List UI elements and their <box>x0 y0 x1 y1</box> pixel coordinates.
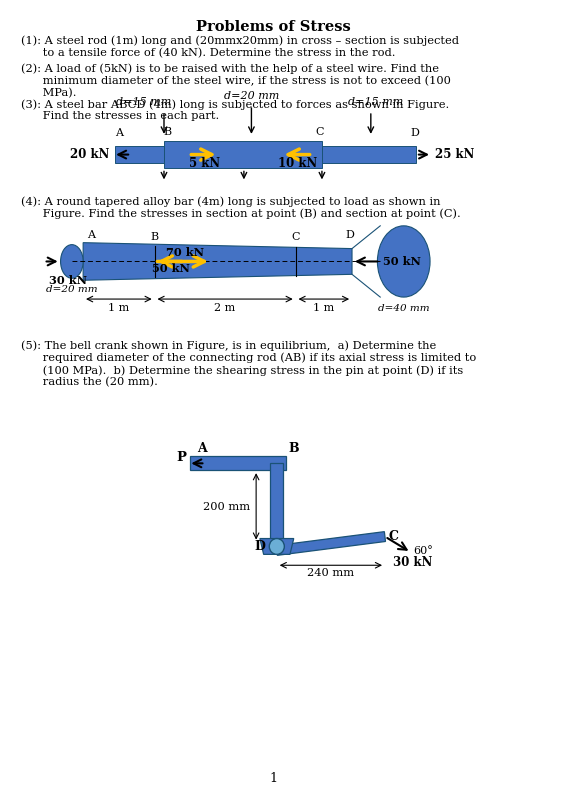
Text: d=20 mm: d=20 mm <box>224 91 279 101</box>
Text: 70 kN: 70 kN <box>166 247 204 258</box>
FancyBboxPatch shape <box>270 463 283 550</box>
Text: (1): A steel rod (1m) long and (20mmx20mm) in cross – section is subjected
     : (1): A steel rod (1m) long and (20mmx20m… <box>21 36 459 58</box>
Text: 1 m: 1 m <box>313 303 335 313</box>
Text: 30 kN: 30 kN <box>393 556 432 570</box>
Text: B: B <box>164 126 172 137</box>
Ellipse shape <box>61 245 83 278</box>
Text: Problems of Stress: Problems of Stress <box>196 20 351 34</box>
Text: 200 mm: 200 mm <box>204 502 251 512</box>
Polygon shape <box>276 532 386 555</box>
Text: 60°: 60° <box>413 546 432 557</box>
Text: d=20 mm: d=20 mm <box>46 286 98 294</box>
Text: d=15 mm: d=15 mm <box>348 97 403 107</box>
FancyBboxPatch shape <box>322 146 416 163</box>
Polygon shape <box>83 242 352 280</box>
Text: A: A <box>115 128 123 138</box>
Text: 2 m: 2 m <box>214 303 236 313</box>
FancyBboxPatch shape <box>190 457 286 470</box>
Text: D: D <box>411 128 419 138</box>
Text: (4): A round tapered alloy bar (4m) long is subjected to load as shown in
      : (4): A round tapered alloy bar (4m) long… <box>21 196 461 219</box>
Text: C: C <box>316 126 324 137</box>
Text: 20 kN: 20 kN <box>70 148 109 161</box>
Circle shape <box>269 538 284 554</box>
Text: (2): A load of (5kN) is to be raised with the help of a steel wire. Find the
   : (2): A load of (5kN) is to be raised wit… <box>21 63 451 98</box>
FancyBboxPatch shape <box>164 141 322 169</box>
Text: D: D <box>345 230 355 240</box>
Ellipse shape <box>378 226 430 297</box>
Text: B: B <box>150 232 158 242</box>
Text: C: C <box>389 530 399 543</box>
Text: P: P <box>177 451 186 464</box>
Text: B: B <box>288 442 299 455</box>
Text: d=40 mm: d=40 mm <box>378 304 430 313</box>
Text: D: D <box>255 540 265 553</box>
Text: 50 kN: 50 kN <box>383 256 421 267</box>
Text: 30 kN: 30 kN <box>49 275 87 286</box>
Text: A: A <box>197 442 206 455</box>
Text: 50 kN: 50 kN <box>152 263 189 274</box>
Text: 1 m: 1 m <box>108 303 129 313</box>
Text: A: A <box>87 230 94 240</box>
Text: 10 kN: 10 kN <box>278 157 317 170</box>
Text: C: C <box>291 232 300 242</box>
Text: (5): The bell crank shown in Figure, is in equilibrium,  a) Determine the
      : (5): The bell crank shown in Figure, is … <box>21 341 476 388</box>
Polygon shape <box>260 538 294 554</box>
Text: (3): A steel bar ABCD (4m) long is subjected to forces as shown in Figure.
     : (3): A steel bar ABCD (4m) long is subje… <box>21 99 450 122</box>
Text: 240 mm: 240 mm <box>307 568 355 578</box>
Text: 1: 1 <box>269 771 277 785</box>
Text: 25 kN: 25 kN <box>435 148 474 161</box>
Text: d=15 mm: d=15 mm <box>116 97 171 107</box>
FancyBboxPatch shape <box>115 146 164 163</box>
Text: 5 kN: 5 kN <box>189 157 220 170</box>
